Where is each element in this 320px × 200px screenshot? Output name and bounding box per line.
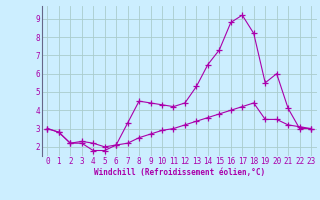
X-axis label: Windchill (Refroidissement éolien,°C): Windchill (Refroidissement éolien,°C) [94, 168, 265, 177]
